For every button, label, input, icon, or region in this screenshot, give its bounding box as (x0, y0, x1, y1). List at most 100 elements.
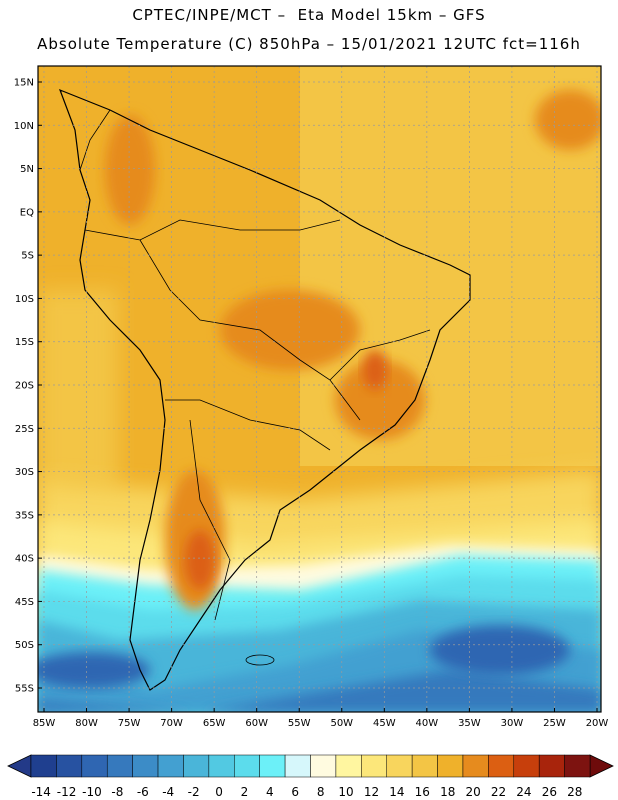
colorbar-label: 12 (364, 785, 379, 799)
colorbar: -14 -12 -10 -8 -6 -4 -2 0 2 4 6 8 10 12 14 16 18 20 22 24 26… (7, 754, 614, 799)
field-cold-core-2 (38, 652, 150, 688)
colorbar-label: -6 (137, 785, 149, 799)
lat-label: 5S (21, 251, 34, 262)
colorbar-swatch (437, 754, 464, 778)
colorbar-label: -14 (31, 785, 51, 799)
colorbar-label: 26 (542, 785, 557, 799)
colorbar-swatch (56, 754, 83, 778)
lon-label: 20W (586, 718, 609, 729)
lat-label: 5N (20, 164, 34, 175)
border-north (84, 219, 341, 241)
lon-label: 60W (245, 718, 268, 729)
lat-label: 35S (15, 510, 34, 521)
colorbar-label: 24 (516, 785, 531, 799)
colorbar-overflow-arrow (589, 754, 614, 778)
border-chile-argentina (189, 419, 231, 621)
lat-label: 20S (15, 381, 34, 392)
lon-label: 40W (416, 718, 439, 729)
falkland-islands (245, 654, 275, 666)
colorbar-label: -8 (111, 785, 123, 799)
colorbar-swatch (183, 754, 210, 778)
chart-title-line-2: Absolute Temperature (C) 850hPa – 15/01/… (37, 35, 581, 53)
colorbar-swatch (259, 754, 286, 778)
colorbar-swatch (30, 754, 57, 778)
colorbar-label: 22 (491, 785, 506, 799)
lon-label: 35W (458, 718, 481, 729)
lat-label: 25S (15, 424, 34, 435)
lat-label: 40S (15, 554, 34, 565)
field-warm-andes-north (105, 115, 155, 225)
colorbar-swatch (386, 754, 413, 778)
field-warm-central (220, 290, 360, 370)
colorbar-swatch (488, 754, 515, 778)
lon-label: 85W (33, 718, 56, 729)
lon-label: 75W (118, 718, 141, 729)
border-states (329, 329, 431, 381)
lat-label: 30S (15, 467, 34, 478)
lon-label: 30W (501, 718, 524, 729)
colorbar-swatch (106, 754, 133, 778)
chart-title-line-1: CPTEC/INPE/MCT – Eta Model 15km – GFS (132, 6, 486, 24)
colorbar-label: 2 (241, 785, 249, 799)
colorbar-label: 8 (317, 785, 325, 799)
field-warm-atlantic (535, 90, 601, 150)
colorbar-label: -10 (82, 785, 102, 799)
lon-label: 55W (288, 718, 311, 729)
colorbar-label: 18 (440, 785, 455, 799)
temperature-field (38, 66, 601, 712)
colorbar-swatch (132, 754, 159, 778)
colorbar-label: 0 (215, 785, 223, 799)
lat-label: 45S (15, 597, 34, 608)
colorbar-label: 10 (338, 785, 353, 799)
lat-label: 55S (15, 684, 34, 695)
colorbar-swatch (284, 754, 311, 778)
colorbar-swatch (361, 754, 387, 778)
colorbar-swatch (538, 754, 565, 778)
colorbar-label: 16 (415, 785, 430, 799)
colorbar-underflow-arrow (7, 754, 32, 778)
field-pacific-east (38, 290, 118, 490)
field-cold-core-1 (430, 625, 570, 675)
colorbar-label: 14 (389, 785, 404, 799)
colorbar-label: -4 (162, 785, 174, 799)
field-hot-spot-1 (363, 350, 387, 390)
colorbar-label: 6 (291, 785, 299, 799)
colorbar-swatch (335, 754, 362, 778)
lon-label: 80W (75, 718, 98, 729)
lon-label: 50W (330, 718, 353, 729)
colorbar-label: 20 (465, 785, 480, 799)
colorbar-swatch (310, 754, 337, 778)
lon-label: 25W (543, 718, 566, 729)
colorbar-swatch (81, 754, 108, 778)
graticule (38, 66, 601, 712)
lon-label: 65W (203, 718, 226, 729)
colorbar-label: 28 (567, 785, 582, 799)
colorbar-swatch (157, 754, 184, 778)
lat-label: 15N (14, 78, 34, 89)
lon-label: 70W (160, 718, 183, 729)
colorbar-label: 4 (266, 785, 274, 799)
colorbar-swatch (564, 754, 591, 778)
border-central-america (79, 109, 111, 171)
lat-label: 10N (14, 121, 34, 132)
lat-label: EQ (20, 207, 34, 218)
border-south-central (165, 399, 331, 451)
longitude-labels: 85W 80W 75W 70W 65W 60W 55W 50W 45W 40W 35W 30W 25W 2… (33, 708, 609, 729)
lat-label: 50S (15, 640, 34, 651)
latitude-labels: 15N 10N 5N EQ 5S 10S 15S 20S 25S 30S 35S 40S 45S 50S 5… (14, 78, 42, 695)
colorbar-label: -12 (57, 785, 77, 799)
lon-label: 45W (373, 718, 396, 729)
colorbar-swatch (234, 754, 260, 778)
colorbar-label: -2 (188, 785, 200, 799)
plot-frame (37, 65, 602, 713)
colorbar-swatch (208, 754, 235, 778)
field-band-neg8 (38, 670, 601, 712)
colorbar-swatch (513, 754, 540, 778)
lat-label: 10S (15, 294, 34, 305)
colorbar-swatch (462, 754, 489, 778)
colorbar-swatch (411, 754, 438, 778)
field-warm-southeast (335, 360, 425, 440)
coastline-south-america (58, 88, 471, 691)
field-hot-spot-2 (185, 530, 215, 590)
